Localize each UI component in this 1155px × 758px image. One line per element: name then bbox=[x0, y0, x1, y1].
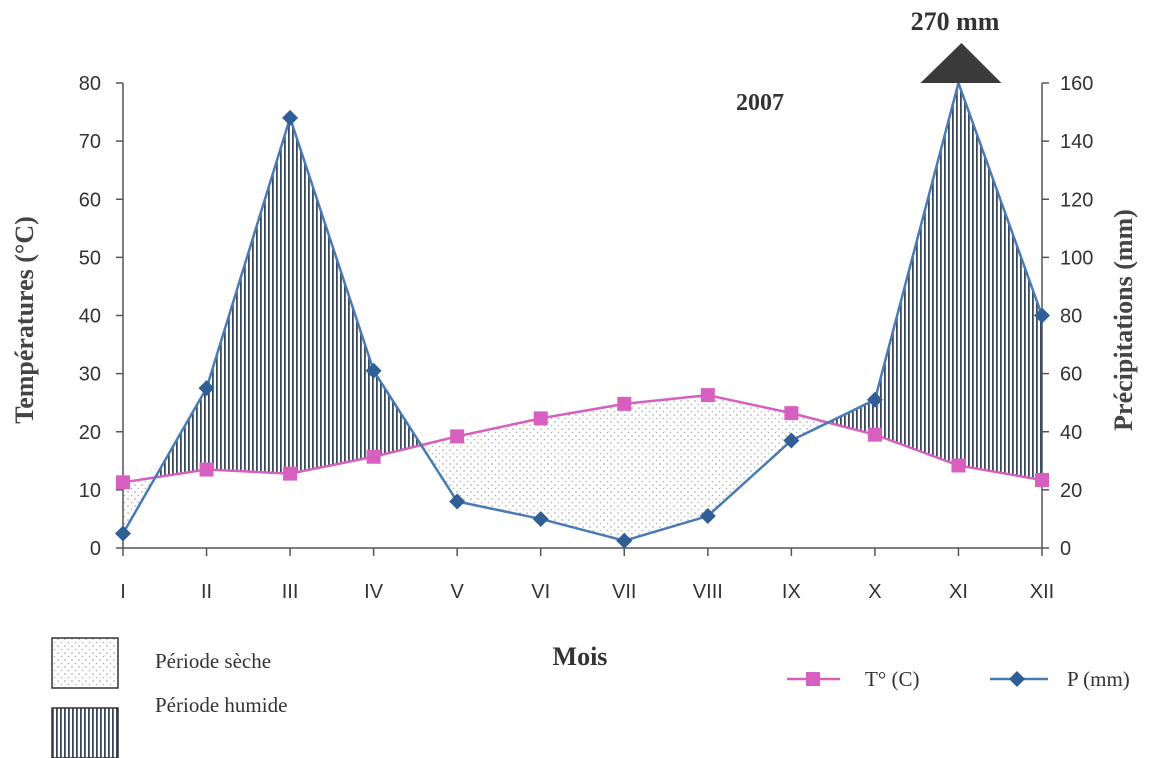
dry-period-label: Période sèche bbox=[155, 649, 271, 673]
y-left-tick-label: 40 bbox=[79, 306, 101, 328]
wet-period-area bbox=[958, 83, 1042, 480]
dry-period-area bbox=[624, 395, 708, 541]
precipitation-point bbox=[449, 493, 466, 510]
y-right-tick-label: 0 bbox=[1060, 538, 1071, 560]
y-left-tick-label: 30 bbox=[79, 364, 101, 386]
y-right-tick-label: 100 bbox=[1060, 247, 1093, 269]
x-tick-label: VI bbox=[531, 581, 550, 603]
temperature-point bbox=[533, 411, 548, 426]
y-right-tick-label: 160 bbox=[1060, 73, 1093, 95]
precipitation-point bbox=[115, 525, 131, 542]
y-right-tick-label: 60 bbox=[1060, 364, 1082, 386]
y-right-tick-label: 140 bbox=[1060, 131, 1093, 153]
precipitation-point bbox=[783, 432, 800, 449]
x-axis-label: Mois bbox=[553, 642, 608, 671]
precipitation-point bbox=[198, 380, 215, 397]
temperature-point bbox=[366, 449, 381, 464]
x-tick-label: XI bbox=[949, 581, 968, 603]
dry-period-area bbox=[457, 418, 541, 519]
wet-period-area bbox=[373, 370, 422, 457]
y-right-label: Précipitations (mm) bbox=[1109, 209, 1138, 431]
precipitation-point bbox=[699, 508, 716, 525]
dry-period-area bbox=[707, 395, 792, 517]
precipitation-point bbox=[282, 109, 299, 126]
temperature-point bbox=[617, 396, 632, 411]
chart-title: 2007 bbox=[736, 90, 784, 116]
precipitation-point bbox=[1034, 307, 1050, 324]
x-tick-label: II bbox=[201, 581, 212, 603]
legend-precipitation: P (mm) bbox=[990, 667, 1130, 691]
dry-period-area bbox=[540, 403, 625, 541]
temperature-point bbox=[283, 466, 298, 481]
temperature-point bbox=[700, 388, 715, 403]
x-tick-label: VIII bbox=[693, 581, 723, 603]
precipitation-point bbox=[532, 510, 549, 527]
x-tick-label: XII bbox=[1030, 581, 1054, 603]
temperature-point bbox=[867, 427, 882, 442]
wet-period-area bbox=[206, 117, 291, 474]
temperature-point bbox=[1035, 472, 1049, 487]
temperature-line bbox=[122, 393, 1043, 484]
dry-period-area bbox=[791, 413, 829, 441]
temperature-point bbox=[951, 458, 966, 473]
precipitation-point bbox=[365, 362, 382, 379]
y-right-tick-label: 120 bbox=[1060, 189, 1093, 211]
precipitation-point bbox=[616, 532, 633, 549]
dry-period-swatch bbox=[51, 637, 119, 689]
temperature-point bbox=[199, 462, 214, 477]
temperature-point bbox=[784, 406, 799, 421]
precipitation-point bbox=[866, 391, 883, 408]
x-tick-label: I bbox=[120, 581, 126, 603]
y-right-tick-label: 20 bbox=[1060, 480, 1082, 502]
y-left-tick-label: 50 bbox=[79, 247, 101, 269]
overflow-peak-marker bbox=[920, 43, 1002, 83]
y-left-tick-label: 70 bbox=[79, 131, 101, 153]
wet-period-label: Période humide bbox=[155, 693, 287, 717]
x-tick-label: IV bbox=[364, 581, 384, 603]
x-tick-label: VII bbox=[612, 581, 636, 603]
y-right-tick-label: 40 bbox=[1060, 422, 1082, 444]
wet-period-area bbox=[290, 117, 374, 474]
temperature-point bbox=[450, 429, 465, 444]
peak-annotation: 270 mm bbox=[911, 7, 1000, 36]
y-left-tick-label: 80 bbox=[79, 73, 101, 95]
x-tick-label: III bbox=[282, 581, 299, 603]
wet-period-area bbox=[828, 399, 875, 435]
y-left-tick-label: 20 bbox=[79, 422, 101, 444]
y-left-tick-label: 10 bbox=[79, 480, 101, 502]
temperature-point bbox=[116, 475, 130, 490]
wet-period-area bbox=[874, 83, 959, 466]
wet-period-swatch bbox=[51, 707, 119, 758]
x-tick-label: IX bbox=[782, 581, 801, 603]
legend-temperature: T° (C) bbox=[787, 667, 919, 691]
y-right-tick-label: 80 bbox=[1060, 306, 1082, 328]
precipitation-line bbox=[121, 78, 1044, 543]
legend-precipitation-label: P (mm) bbox=[1067, 667, 1130, 691]
legend-temperature-label: T° (C) bbox=[865, 667, 919, 691]
y-left-label: Températures (°C) bbox=[10, 216, 39, 424]
x-tick-label: V bbox=[451, 581, 465, 603]
y-left-tick-label: 0 bbox=[90, 538, 101, 560]
y-left-tick-label: 60 bbox=[79, 189, 101, 211]
x-tick-label: X bbox=[868, 581, 881, 603]
